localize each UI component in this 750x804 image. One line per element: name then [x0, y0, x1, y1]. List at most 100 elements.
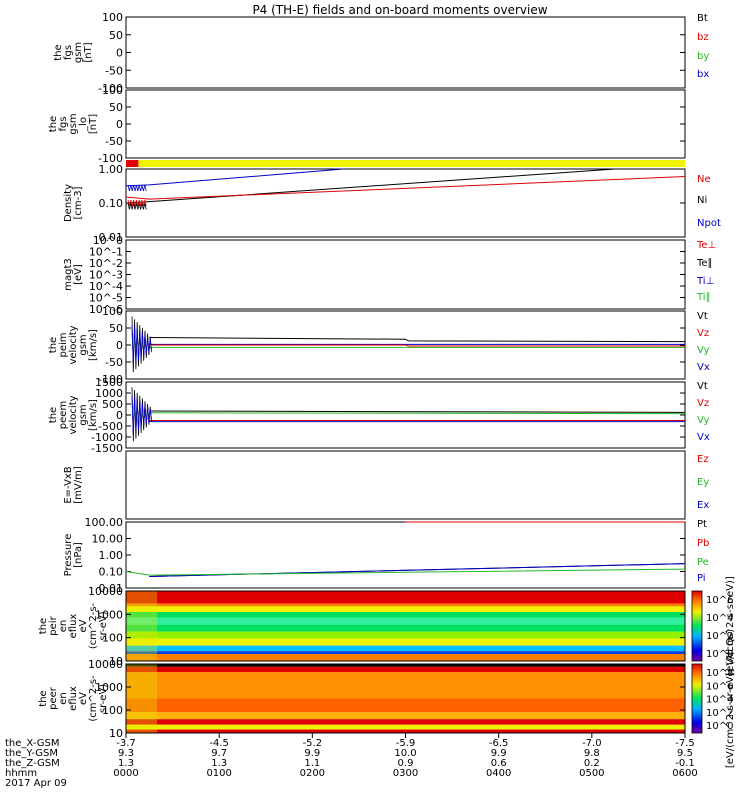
y-tick-label: 0 [116, 47, 123, 60]
y-axis-label-line: [km/s] [88, 329, 99, 361]
x-row-value: 9.7 [211, 748, 227, 759]
x-row-value: 0.9 [398, 758, 414, 769]
spectrogram-band [126, 729, 685, 733]
y-axis-label-line: the [38, 618, 49, 634]
legend-entry-Vy: Vy [697, 415, 710, 426]
y-tick-label: 10.00 [92, 533, 124, 546]
y-axis-label-line: fgs [58, 116, 69, 131]
y-axis-label-line: fgs [63, 45, 74, 60]
y-axis-label-line: [nPa] [73, 542, 84, 568]
x-row-value: 0400 [486, 768, 511, 779]
y-tick-label: 0.01 [99, 231, 124, 244]
panel-2 [126, 160, 685, 167]
x-row-value: 0000 [113, 768, 138, 779]
y-tick-label: 100 [102, 704, 123, 717]
y-tick-label: 10^0 [93, 234, 123, 247]
spectrogram-band [126, 645, 685, 652]
colorbar: 10^6 10^4 10^2 10^0[eV/(cm^2-s-sr-eV)] [691, 576, 736, 676]
colorbar-tick-label: 10^4 [706, 613, 733, 624]
spectrogram-band [126, 631, 685, 639]
y-tick-label: -50 [105, 356, 123, 369]
legend-entry-Bt: Bt [697, 13, 708, 24]
legend-entry-Ex: Ex [697, 500, 709, 511]
series-noise [127, 184, 147, 192]
legend-entry-Pb: Pb [697, 538, 709, 549]
series-line-Pe [125, 568, 686, 576]
figure-title: P4 (TH-E) fields and on-board moments ov… [252, 3, 547, 17]
legend-entry-Ti∥: Ti∥ [696, 292, 711, 303]
y-axis-label-line: eV [78, 692, 89, 705]
y-tick-label: 1000 [95, 608, 123, 621]
series-line-Ne [125, 176, 686, 200]
spectrogram-band [126, 719, 685, 725]
x-row-value: 9.9 [491, 748, 507, 759]
spectrogram-band [126, 724, 685, 730]
y-axis-label-line: velocity [68, 325, 79, 364]
legend-entry-Vx: Vx [697, 432, 710, 443]
colorbar-gradient [691, 590, 703, 662]
y-tick-label: 100.00 [85, 516, 124, 529]
colorbar-label: [eV/(cm^2-s-sr-eV)] [725, 576, 736, 676]
legend-entry-Pi: Pi [697, 573, 706, 584]
legend-entry-Ti⊥: Ti⊥ [696, 276, 714, 287]
panel-frame [125, 590, 686, 662]
y-tick-label: 50 [109, 29, 123, 42]
spectrogram-band [126, 654, 685, 661]
y-axis-label: Density [cm-3] [63, 184, 84, 222]
spectrogram-band [126, 624, 685, 632]
mode-bar-segment [126, 160, 139, 167]
y-tick-label: -500 [98, 420, 123, 433]
panel-frame [125, 381, 686, 449]
spectrogram-band [126, 698, 685, 713]
spectrogram-band [126, 651, 685, 654]
y-axis-label-line: [cm-3] [73, 186, 84, 219]
spectrogram-band [126, 672, 685, 699]
x-row-value: -4.5 [209, 738, 229, 749]
date-label: 2017 Apr 09 [5, 778, 67, 789]
spectrogram-band [126, 603, 685, 607]
x-row-value: 9.9 [304, 748, 320, 759]
legend-entry-Te∥: Te∥ [696, 258, 713, 269]
y-tick-label: 10^-1 [89, 246, 123, 259]
colorbar-tick-label: 10^2 [706, 708, 733, 719]
spectrogram-band [126, 638, 685, 646]
y-axis-label-line: _lo [78, 117, 89, 132]
y-axis-label: E=-VxB [mV/m] [63, 466, 84, 504]
y-axis-label-line: gsm [78, 404, 89, 425]
y-axis-label-line: Pressure [63, 534, 74, 577]
x-row-value: 9.3 [118, 748, 134, 759]
series-noise [127, 199, 147, 207]
y-tick-label: 10000 [88, 585, 123, 598]
x-row-value: -7.5 [675, 738, 695, 749]
y-axis-label-line: sr-eV) [98, 611, 109, 640]
y-axis-label-line: magt3 [63, 258, 74, 291]
x-row-value: -5.9 [396, 738, 416, 749]
y-tick-label: 10^-6 [89, 303, 123, 316]
x-row-value: 0600 [672, 768, 697, 779]
y-tick-label: 1.00 [99, 163, 124, 176]
colorbar-tick-label: 10^6 [706, 681, 733, 692]
y-axis-label-line: the [48, 407, 59, 423]
y-axis-label-line: the [48, 116, 59, 132]
y-axis-label-line: (cm^2-s- [88, 675, 99, 722]
legend-entry-Pt: Pt [697, 519, 707, 530]
y-axis-label-line: [nT] [88, 114, 99, 134]
legend-entry-Vt: Vt [697, 381, 708, 392]
series-noise [131, 324, 152, 365]
x-row-value: -5.2 [303, 738, 323, 749]
y-tick-label: 0 [116, 118, 123, 131]
y-axis-label-line: en [58, 620, 69, 633]
y-tick-label: 50 [109, 101, 123, 114]
colorbar-tick-label: 10^6 [706, 595, 733, 606]
panel-4: 10^010^-110^-210^-310^-410^-510^-6 magt3[… [63, 234, 716, 316]
y-tick-label: 0 [116, 409, 123, 422]
y-axis-label-line: eflux [68, 614, 79, 639]
panel-frame [125, 16, 686, 89]
legend-entry-Vt: Vt [697, 311, 708, 322]
series-line-Vt [149, 337, 686, 343]
spectrogram-band [126, 612, 685, 618]
y-axis-label-line: the [53, 44, 64, 60]
x-row-value: 0300 [393, 768, 418, 779]
y-axis-label: the peim velocity gsm [km/s] [48, 325, 99, 364]
